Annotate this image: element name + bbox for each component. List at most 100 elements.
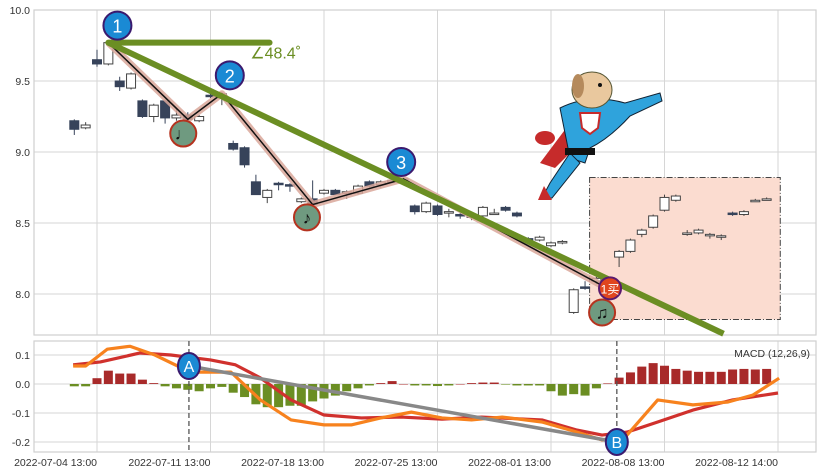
superhero-mascot-image (535, 71, 663, 200)
note-icon: ♪ (303, 208, 312, 227)
candle-body (137, 100, 148, 117)
candle (716, 234, 727, 241)
wave-label: 2 (225, 66, 235, 86)
x-tick-label: 2022-07-11 13:00 (128, 457, 210, 469)
divergence-point-label: A (184, 359, 195, 376)
candle (477, 205, 488, 218)
candle-body (477, 206, 488, 217)
macd-histogram-bar (762, 368, 772, 384)
candle-body (489, 212, 500, 216)
candle (670, 194, 681, 202)
candle-body (409, 205, 420, 213)
macd-histogram-bar (478, 382, 488, 384)
candle (273, 181, 284, 191)
macd-histogram-bar (660, 365, 669, 384)
macd-histogram-bar (728, 369, 738, 384)
macd-histogram-bar (92, 378, 102, 384)
note-marker (588, 298, 617, 327)
macd-histogram-bar (637, 366, 647, 384)
candle (704, 232, 715, 239)
macd-histogram-bar (387, 381, 397, 384)
candle-body (738, 211, 749, 215)
angle-label: ∠48.4˚ (250, 46, 301, 63)
candle (489, 208, 500, 216)
macd-histogram-bar (410, 384, 420, 386)
candle (239, 146, 250, 168)
macd-histogram-bar (614, 377, 624, 384)
dog-eye (598, 83, 602, 87)
macd-histogram-bar (240, 384, 250, 398)
macd-histogram-bar (296, 384, 306, 406)
macd-histogram-bar (523, 384, 533, 386)
candle (319, 188, 329, 195)
wave-marker (386, 146, 417, 177)
macd-histogram-bar (274, 384, 284, 408)
macd-histogram-bar (739, 368, 749, 384)
candle-body (500, 206, 511, 211)
candle-body (443, 211, 454, 214)
macd-histogram-bar (716, 371, 726, 384)
macd-histogram-bar (694, 371, 704, 384)
dog-ear (572, 74, 584, 98)
candle-body (693, 229, 704, 234)
candle (580, 281, 591, 290)
macd-histogram-bar (467, 383, 477, 384)
candle (148, 103, 159, 123)
candle (80, 122, 91, 130)
x-tick-label: 2022-08-01 13:00 (468, 457, 551, 469)
macd-histogram-bar (194, 384, 204, 392)
macd-histogram-bar (262, 384, 272, 408)
candle (69, 119, 80, 135)
candle-body (716, 235, 727, 238)
candle (92, 49, 102, 67)
candle (546, 241, 556, 248)
hero-boot (538, 186, 552, 200)
candle-body (704, 233, 715, 237)
macd-histogram-bar (512, 384, 522, 386)
candle (750, 198, 761, 203)
macd-histogram-bar (750, 369, 760, 384)
x-tick-label: 2022-07-04 13:00 (14, 457, 97, 469)
macd-histogram-bar (330, 384, 340, 396)
candle (262, 188, 273, 204)
candle-body (580, 286, 591, 289)
macd-tick-label: -0.2 (12, 437, 30, 449)
macd-histogram-bar (160, 384, 170, 387)
candle-body (273, 182, 284, 186)
macd-histogram-bar (206, 384, 215, 389)
macd-histogram-bar (591, 384, 601, 389)
divergence-point-marker (176, 352, 201, 381)
candle-body (568, 289, 579, 313)
candle (421, 201, 432, 214)
macd-histogram-bar (115, 373, 125, 384)
macd-panel-frame (33, 340, 817, 453)
macd-histogram-bar (580, 384, 590, 396)
note-icon: ♩ (175, 125, 192, 144)
candle-body (114, 80, 125, 88)
note-icon: ♫ (596, 303, 609, 322)
macd-legend: MACD (12,26,9) (734, 348, 810, 360)
price-tick-label: 10.0 (10, 5, 31, 17)
candle-body (262, 189, 273, 198)
candle (443, 208, 454, 218)
macd-histogram-bar (103, 370, 113, 384)
candle-body (511, 212, 522, 217)
candle-body (228, 142, 239, 150)
price-tick-label: 9.0 (15, 147, 30, 159)
candle (761, 197, 772, 201)
candle-body (614, 250, 625, 258)
candle (738, 210, 749, 216)
candle (194, 115, 205, 123)
candle (648, 214, 659, 229)
candle-body (682, 232, 693, 235)
macd-histogram-bar (705, 371, 715, 384)
candle-body (534, 236, 545, 241)
candle-body (148, 104, 159, 117)
macd-histogram-bar (69, 384, 79, 387)
macd-histogram-bar (444, 384, 454, 386)
macd-histogram-bar (342, 384, 352, 392)
candle-body (727, 212, 738, 216)
candle-body (636, 229, 647, 235)
macd-tick-label: 0.1 (15, 350, 30, 362)
